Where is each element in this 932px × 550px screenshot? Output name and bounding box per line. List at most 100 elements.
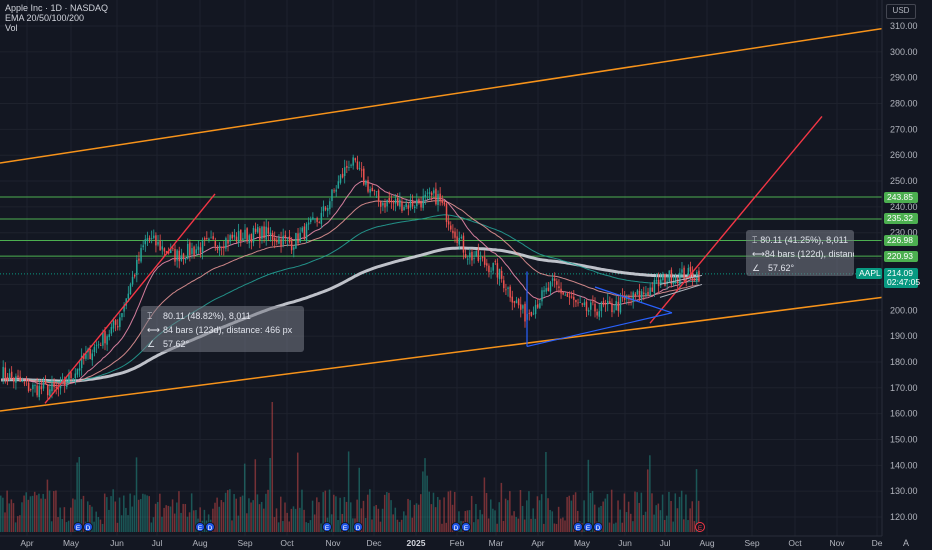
volume-bar-12 xyxy=(25,492,27,532)
candle-46 xyxy=(97,340,100,349)
candle-51 xyxy=(108,329,110,341)
candle-body-218 xyxy=(462,235,465,253)
price-tick-5: 260.00 xyxy=(890,150,918,160)
candle-body-91 xyxy=(193,246,195,255)
volume-bar-79 xyxy=(167,505,170,532)
candle-282 xyxy=(598,304,600,321)
candle-body-177 xyxy=(375,191,378,192)
volume-bar-24 xyxy=(50,521,53,532)
volume-bar-240 xyxy=(509,491,511,532)
volume-bar-111 xyxy=(235,498,237,532)
candle-105 xyxy=(223,241,225,256)
candle-body-59 xyxy=(125,298,127,306)
bars-icon: ⟷ xyxy=(752,248,765,259)
candle-body-252 xyxy=(534,304,537,315)
volume-bar-4 xyxy=(8,503,11,532)
candle-body-273 xyxy=(579,302,581,303)
candle-160 xyxy=(339,173,342,185)
candle-body-107 xyxy=(227,239,229,244)
time-label-5: Sep xyxy=(237,538,252,548)
candle-body-87 xyxy=(184,258,187,260)
candle-138 xyxy=(293,245,295,258)
volume-bar-296 xyxy=(627,501,630,532)
time-label-9: 2025 xyxy=(407,538,426,548)
volume-bar-44 xyxy=(93,521,95,532)
candle-68 xyxy=(144,234,147,252)
candle-body-291 xyxy=(617,301,620,311)
candle-52 xyxy=(110,323,113,337)
event-marker-12: E xyxy=(695,522,705,532)
candle-body-176 xyxy=(373,190,376,191)
auto-scale-button[interactable]: A xyxy=(903,538,909,548)
candle-260 xyxy=(551,273,554,287)
volume-bar-165 xyxy=(350,502,352,532)
measure-1-price: 80.11 (48.82%), 8,011 xyxy=(163,311,251,321)
candle-body-3 xyxy=(6,376,9,381)
volume-bar-50 xyxy=(106,497,108,532)
candle-257 xyxy=(545,282,547,295)
candle-body-269 xyxy=(570,296,573,298)
candle-body-210 xyxy=(445,203,448,222)
candle-76 xyxy=(161,239,164,255)
volume-bar-69 xyxy=(146,495,148,532)
indicator-ema[interactable]: EMA 20/50/100/200 xyxy=(5,13,85,23)
candle-body-32 xyxy=(68,373,70,384)
volume-bar-289 xyxy=(613,523,615,532)
volume-bar-63 xyxy=(133,495,136,532)
volume-bar-150 xyxy=(318,502,320,532)
volume-bar-236 xyxy=(500,482,503,532)
candle-47 xyxy=(100,342,102,346)
volume-bar-228 xyxy=(483,477,486,532)
candle-20 xyxy=(42,377,45,392)
candle-258 xyxy=(547,281,550,292)
candle-body-38 xyxy=(80,355,83,369)
candle-body-276 xyxy=(585,301,588,311)
price-tick-19: 120.00 xyxy=(890,512,918,522)
candle-body-171 xyxy=(363,168,365,185)
volume-bar-172 xyxy=(364,518,367,532)
candle-body-160 xyxy=(339,175,342,183)
candle-body-8 xyxy=(17,375,19,378)
symbol-title[interactable]: Apple Inc · 1D · NASDAQ xyxy=(5,3,109,13)
candle-body-140 xyxy=(297,233,299,244)
volume-bar-260 xyxy=(551,511,554,532)
candle-142 xyxy=(301,226,304,234)
volume-bar-303 xyxy=(642,515,645,532)
volume-bar-34 xyxy=(72,498,74,532)
candle-body-146 xyxy=(310,218,312,223)
candle-body-308 xyxy=(653,280,656,294)
candle-83 xyxy=(176,249,178,268)
candle-body-320 xyxy=(679,272,681,284)
volume-bar-20 xyxy=(42,493,44,532)
volume-bar-62 xyxy=(131,506,134,532)
candle-228 xyxy=(483,250,486,268)
candle-body-280 xyxy=(594,303,596,312)
candle-17 xyxy=(36,377,38,398)
volume-bar-51 xyxy=(108,509,110,532)
volume-bar-152 xyxy=(322,492,324,532)
candle-body-211 xyxy=(447,221,450,225)
candle-116 xyxy=(246,227,248,244)
candle-188 xyxy=(399,192,401,210)
candle-92 xyxy=(195,243,197,256)
candle-313 xyxy=(664,273,666,287)
candle-120 xyxy=(254,222,257,235)
candle-body-148 xyxy=(314,218,316,220)
candle-body-193 xyxy=(409,200,412,208)
indicator-volume[interactable]: Vol xyxy=(5,23,18,33)
volume-bar-3 xyxy=(6,490,8,532)
candle-281 xyxy=(596,308,598,319)
candle-body-168 xyxy=(356,161,359,169)
candle-315 xyxy=(668,270,670,283)
currency-label[interactable]: USD xyxy=(886,4,916,19)
volume-bar-42 xyxy=(89,504,91,532)
candle-body-310 xyxy=(657,279,660,287)
candle-112 xyxy=(237,223,240,247)
candle-body-229 xyxy=(486,263,488,266)
candle-88 xyxy=(186,238,189,260)
time-label-12: Apr xyxy=(531,538,544,548)
candle-165 xyxy=(350,163,352,169)
candle-body-50 xyxy=(106,336,108,345)
candle-body-206 xyxy=(437,194,439,205)
volume-bar-301 xyxy=(638,502,641,532)
